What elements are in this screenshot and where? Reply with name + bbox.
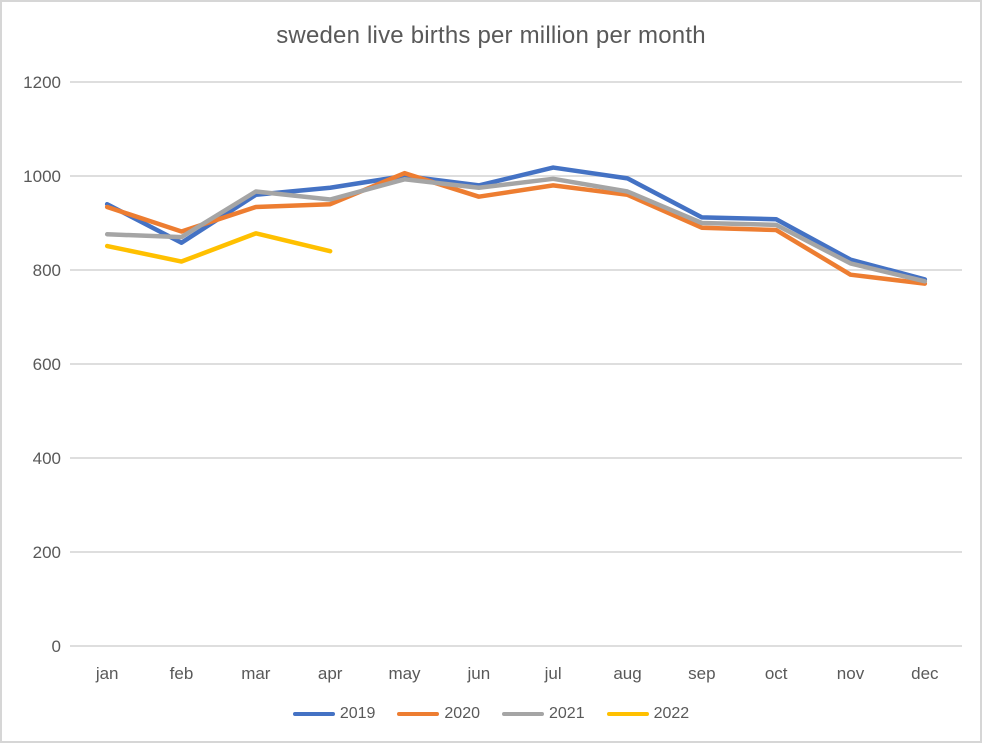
x-tick-label: sep [688,664,715,683]
chart-title: sweden live births per million per month [276,22,706,49]
y-tick-label: 400 [33,449,61,468]
x-tick-label: apr [318,664,343,683]
legend: 2019 2020 2021 2022 [2,705,980,723]
plot-area: 0 200 400 600 800 1000 1200 jan feb mar apr may jun j… [23,73,962,683]
y-tick-label: 1200 [23,73,61,92]
x-tick-label: feb [170,664,194,683]
x-tick-label: jan [95,664,119,683]
series-line-2022 [104,231,333,264]
legend-label: 2020 [444,705,480,722]
legend-label: 2019 [339,705,376,722]
legend-label: 2021 [549,705,585,722]
x-tick-label: aug [613,664,641,683]
y-tick-label: 600 [33,355,61,374]
legend-item-2021: 2021 [502,705,585,723]
y-tick-label: 800 [33,261,61,280]
legend-swatch-2022 [606,711,649,717]
legend-item-2019: 2019 [292,705,376,723]
x-tick-label: dec [911,664,939,683]
series-line-2020 [104,170,928,286]
x-tick-label: nov [837,664,865,683]
legend-item-2020: 2020 [397,705,480,723]
y-tick-label: 0 [52,637,61,656]
legend-swatch-2020 [397,711,440,717]
legend-label: 2022 [653,705,690,722]
legend-swatch-2019 [292,711,335,717]
legend-swatch-2021 [502,711,544,717]
x-tick-label: jul [544,664,562,683]
y-tick-label: 200 [33,543,61,562]
x-tick-label: mar [241,664,271,683]
x-tick-label: jun [466,664,490,683]
y-tick-label: 1000 [23,167,61,186]
x-tick-label: may [388,664,421,683]
series-line-2021 [104,176,928,284]
x-tick-label: oct [765,664,788,683]
series-line-2019 [104,165,928,282]
legend-item-2022: 2022 [606,705,690,723]
